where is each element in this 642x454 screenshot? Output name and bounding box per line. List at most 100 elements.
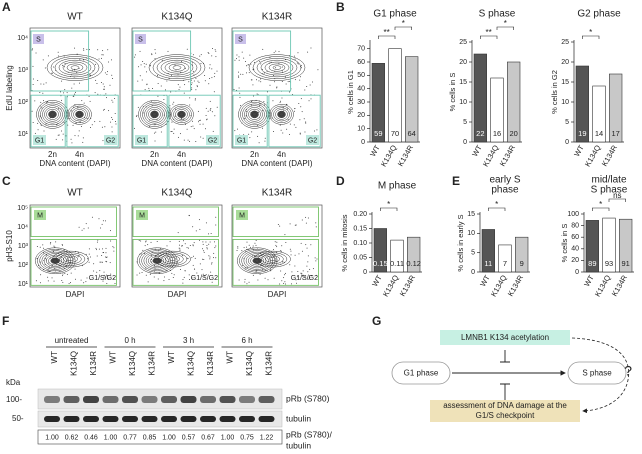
event-dot [89, 256, 91, 258]
contour [268, 257, 277, 261]
plot-frame [231, 27, 323, 149]
contour [48, 256, 63, 266]
event-dot [160, 131, 162, 133]
event-dot [183, 92, 185, 94]
event-dot [305, 121, 307, 123]
event-dot [239, 105, 241, 107]
event-dot [210, 233, 212, 235]
event-dot [244, 267, 246, 269]
event-dot [183, 139, 185, 141]
event-dot [110, 121, 112, 123]
contour [160, 59, 194, 76]
event-dot [93, 270, 95, 272]
gate-label: G2 [106, 137, 115, 144]
event-dot [306, 265, 308, 267]
event-dot [83, 228, 85, 230]
event-dot [88, 95, 90, 97]
event-dot [282, 261, 284, 263]
event-dot [297, 52, 299, 54]
contour [138, 100, 171, 129]
event-dot [182, 278, 184, 280]
event-dot [192, 120, 194, 122]
event-dot [209, 256, 211, 258]
chart-title: M phase [378, 181, 417, 192]
event-dot [96, 255, 98, 257]
contour [172, 65, 182, 70]
event-dot [191, 277, 193, 279]
event-dot [172, 103, 174, 105]
event-dot [202, 273, 204, 275]
contour [271, 105, 292, 123]
ratio-value: 0.57 [182, 434, 196, 441]
event-dot [73, 95, 75, 97]
event-dot [151, 54, 153, 56]
event-dot [209, 100, 211, 102]
band [161, 416, 177, 422]
event-dot [105, 247, 107, 249]
gate-label: G2 [308, 137, 317, 144]
event-dot [199, 55, 201, 57]
event-dot [201, 269, 203, 271]
event-dot [149, 273, 151, 275]
event-dot [316, 258, 318, 260]
event-dot [100, 227, 102, 229]
contour [264, 61, 290, 74]
event-dot [67, 124, 69, 126]
event-dot [284, 281, 286, 283]
event-dot [45, 82, 47, 84]
phase-node [567, 361, 627, 385]
contour [179, 112, 184, 117]
event-dot [301, 111, 303, 113]
event-dot [315, 260, 317, 262]
event-dot [134, 54, 136, 56]
lane-label: K134Q [245, 351, 254, 376]
event-dot [179, 250, 181, 252]
event-dot [105, 93, 107, 95]
event-dot [234, 130, 236, 132]
event-dot [293, 124, 295, 126]
x-tick-label: 4n [277, 150, 286, 159]
event-dot [199, 123, 201, 125]
chart-title: phase [491, 185, 519, 196]
y-tick-label: 0 [463, 139, 467, 146]
event-dot [280, 129, 282, 131]
event-dot [79, 121, 81, 123]
band [200, 396, 216, 403]
event-dot [199, 263, 201, 265]
event-dot [239, 96, 241, 98]
gate [132, 94, 168, 148]
event-dot [281, 80, 283, 82]
event-dot [144, 66, 146, 68]
event-dot [83, 49, 85, 51]
event-dot [39, 246, 41, 248]
event-dot [300, 272, 302, 274]
contour [260, 59, 294, 76]
event-dot [139, 75, 141, 77]
y-tick-label: 10⁵ [17, 205, 28, 212]
contour [252, 112, 257, 117]
band [63, 416, 80, 422]
event-dot [102, 83, 104, 85]
event-dot [199, 228, 201, 230]
event-dot [139, 50, 141, 52]
event-dot [80, 279, 82, 281]
y-tick-label: 0 [565, 139, 569, 146]
contour [154, 250, 191, 268]
event-dot [96, 82, 98, 84]
event-dot [259, 78, 261, 80]
event-dot [81, 229, 83, 231]
event-dot [314, 130, 316, 132]
event-dot [170, 91, 172, 93]
event-dot [276, 241, 278, 243]
event-dot [174, 64, 176, 66]
event-dot [111, 117, 113, 119]
gate-label-box [235, 34, 246, 44]
event-dot [51, 277, 53, 279]
y-axis-label: EdU labeling [5, 65, 14, 110]
bar [498, 244, 512, 273]
y-tick-label: 15 [467, 211, 475, 218]
contour [55, 252, 86, 266]
event-dot [251, 79, 253, 81]
event-dot [32, 121, 34, 123]
x-tick-label: K134Q [583, 143, 603, 168]
